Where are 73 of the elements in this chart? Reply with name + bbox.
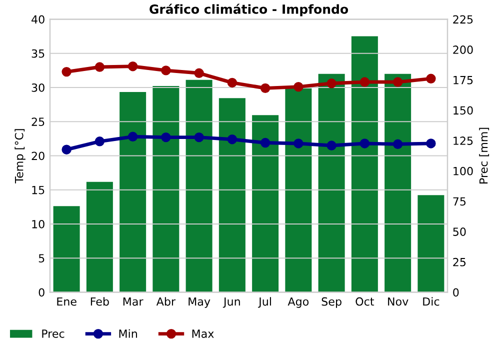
point <box>161 66 171 76</box>
point <box>426 138 436 148</box>
y-axis-title: Temp [°C] <box>14 129 26 184</box>
point <box>227 78 238 88</box>
point <box>227 134 238 144</box>
point <box>128 132 138 142</box>
x-tick-label: Abr <box>156 297 176 306</box>
x-tick-label: Dic <box>423 297 440 306</box>
bar <box>152 86 180 292</box>
bar <box>418 195 444 292</box>
y2-tick-label: 125 <box>454 136 473 145</box>
x-tick-label: Nov <box>388 297 408 306</box>
bar <box>252 115 279 292</box>
point <box>294 82 304 92</box>
y2-tick-label: 0 <box>453 288 459 297</box>
y-tick-label: 25 <box>32 118 44 126</box>
point <box>194 68 204 78</box>
y2-tick-label: 225 <box>453 15 473 24</box>
legend-label: Max <box>192 330 214 338</box>
bar <box>53 206 80 292</box>
y2-tick-label: 200 <box>453 46 473 54</box>
point <box>360 77 370 87</box>
bar <box>384 74 412 292</box>
y2-tick-label: 75 <box>453 197 466 206</box>
x-tick-label: Sep <box>322 297 342 308</box>
point <box>194 132 204 142</box>
y-tick-label: 15 <box>32 186 44 194</box>
y2-tick-label: 150 <box>454 106 473 115</box>
bar <box>218 98 246 292</box>
point <box>94 62 105 72</box>
x-tick-label: Mar <box>123 297 144 306</box>
y2-tick-label: 100 <box>454 166 473 176</box>
y2-axis-title: Prec [mm] <box>479 128 490 184</box>
y2-tick-label: 175 <box>454 76 473 84</box>
x-tick-label: Jun <box>222 297 240 308</box>
x-tick-label: Ago <box>288 297 309 308</box>
y-tick-label: 10 <box>32 220 44 228</box>
x-tick-label: Feb <box>90 297 109 306</box>
y-tick-label: 35 <box>32 49 44 58</box>
bar <box>285 88 312 292</box>
bar <box>186 80 212 292</box>
point <box>62 66 72 77</box>
point <box>161 132 171 142</box>
bar <box>120 92 146 292</box>
point <box>392 139 403 150</box>
bar <box>86 182 113 292</box>
bar <box>351 36 378 292</box>
y-tick-label: 5 <box>38 254 44 263</box>
point <box>426 74 436 84</box>
bar <box>318 74 345 292</box>
point <box>128 61 138 72</box>
point <box>392 77 403 87</box>
x-tick-label: Ene <box>57 297 76 306</box>
y-tick-label: 20 <box>32 152 44 160</box>
y-tick-label: 40 <box>32 15 44 24</box>
legend-label: Min <box>119 329 137 338</box>
point <box>360 138 370 148</box>
point <box>260 138 270 148</box>
point <box>326 78 336 88</box>
y-tick-label: 30 <box>32 83 44 92</box>
point <box>260 83 270 94</box>
point <box>326 140 336 150</box>
chart-title: Gráfico climático - Impfondo <box>150 4 348 16</box>
point <box>294 138 304 148</box>
point <box>62 144 72 154</box>
x-tick-label: May <box>188 297 210 308</box>
y2-tick-label: 25 <box>453 258 466 266</box>
x-tick-label: Oct <box>356 297 374 306</box>
y2-tick-label: 50 <box>453 228 466 236</box>
point <box>94 136 105 146</box>
legend-label: Prec <box>42 330 64 338</box>
x-tick-label: Jul <box>258 297 271 308</box>
y-tick-label: 0 <box>38 288 44 297</box>
